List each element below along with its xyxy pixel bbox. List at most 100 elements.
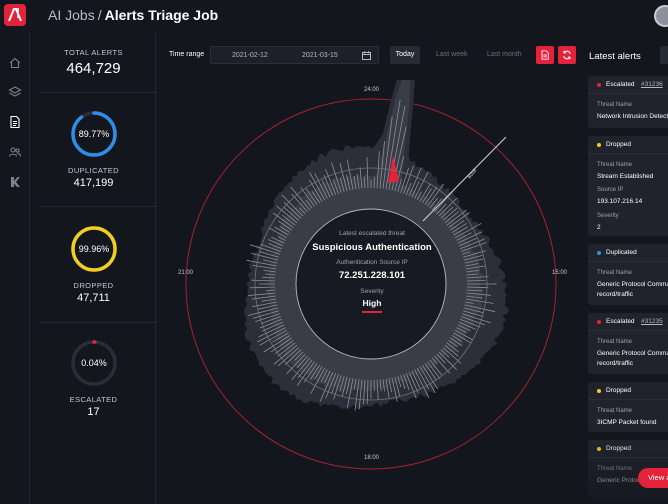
alert-id-link[interactable]: #31235 — [641, 318, 663, 325]
density-tick — [422, 188, 432, 204]
density-tick — [347, 378, 354, 408]
alert-field-value-continued: record/traffic — [597, 291, 634, 298]
alert-field-value: Network Intrusion Detected — [597, 113, 668, 120]
density-tick — [466, 276, 489, 279]
density-tick — [427, 361, 441, 379]
density-tick — [466, 273, 479, 276]
density-tick — [464, 258, 484, 264]
density-tick — [366, 156, 369, 189]
app-logo[interactable] — [4, 4, 26, 26]
user-avatar[interactable] — [654, 5, 668, 27]
latest-threat-label: Latest escalated threat — [339, 230, 405, 237]
density-tick — [332, 179, 339, 194]
breadcrumb-separator: / — [97, 7, 102, 23]
alert-id-link[interactable]: #31236 — [641, 81, 663, 88]
alert-status-row: Dropped — [588, 136, 668, 154]
today-button[interactable]: Today — [390, 46, 420, 64]
density-tick — [466, 289, 483, 292]
home-icon[interactable] — [8, 56, 22, 70]
date-to-field[interactable]: 2021-03-15 — [302, 52, 338, 59]
density-tick — [276, 205, 298, 224]
density-tick — [394, 376, 401, 397]
density-tick — [454, 329, 474, 341]
outer-ring — [185, 98, 557, 470]
density-tick — [268, 243, 282, 250]
density-tick — [251, 279, 276, 282]
alert-status: Escalated — [606, 81, 635, 88]
density-tick — [419, 366, 436, 394]
alert-card[interactable]: Escalated #31235 Threat Name Generic Protoc… — [588, 313, 668, 374]
duplicated-percent: 89.77% — [78, 129, 110, 139]
density-tick — [314, 173, 328, 199]
users-icon[interactable] — [8, 145, 22, 159]
density-tick — [331, 162, 342, 193]
density-tick — [461, 242, 487, 252]
density-tick — [462, 313, 491, 324]
stats-panel: TOTAL ALERTS 464,729 89.77% DUPLICATED 4… — [31, 33, 157, 504]
alerts-options-button[interactable] — [660, 46, 668, 64]
date-range-picker[interactable]: 2021-02-12 2021-03-15 — [210, 46, 379, 64]
view-all-button[interactable]: View all — [638, 468, 668, 488]
document-icon[interactable] — [8, 115, 22, 129]
density-tick — [359, 167, 363, 189]
breadcrumb-current: Alerts Triage Job — [104, 7, 219, 23]
density-tick — [434, 355, 451, 374]
density-tick — [311, 191, 320, 204]
density-tick — [442, 207, 458, 221]
time-range-label: Time range — [169, 51, 205, 58]
last-month-button[interactable]: Last month — [487, 51, 522, 58]
mid-ring — [254, 167, 488, 401]
density-tick — [403, 165, 414, 194]
alert-card[interactable]: Dropped Threat Name 3ICMP Packet found — [588, 382, 668, 432]
density-tick — [416, 191, 423, 201]
status-dot-icon — [597, 83, 601, 87]
density-tick — [277, 347, 300, 367]
density-tick — [463, 250, 486, 258]
density-tick — [277, 236, 286, 241]
density-tick — [323, 174, 334, 197]
alert-card[interactable]: Dropped Threat Name Stream Established Sour… — [588, 136, 668, 236]
density-tick — [408, 167, 422, 197]
density-tick — [419, 183, 431, 202]
density-tick — [463, 255, 483, 261]
escalated-spike — [388, 156, 399, 183]
density-tick — [429, 197, 439, 209]
source-ip-label: Authentication Source IP — [336, 259, 408, 266]
density-tick — [268, 239, 284, 247]
density-tick — [281, 214, 296, 226]
date-from-field[interactable]: 2021-02-12 — [232, 52, 268, 59]
last-week-button[interactable]: Last week — [436, 51, 468, 58]
alert-field-value: Generic Protocol Command — [597, 350, 668, 357]
alert-card[interactable]: Duplicated Threat Name Generic Protocol Co… — [588, 244, 668, 305]
density-tick — [397, 178, 402, 192]
density-tick — [424, 186, 438, 205]
duplicated-label: DUPLICATED — [68, 166, 119, 175]
density-tick — [465, 263, 479, 267]
density-tick — [283, 206, 300, 221]
breadcrumb-ai-jobs[interactable]: AI Jobs — [48, 7, 95, 23]
density-tick — [466, 280, 486, 282]
density-tick — [414, 172, 429, 199]
refresh-button[interactable] — [558, 46, 576, 64]
density-tick — [263, 335, 291, 353]
calendar-icon[interactable] — [362, 51, 371, 60]
hour-label-right: 15:00 — [552, 270, 568, 276]
density-tick — [258, 304, 278, 310]
export-pdf-button[interactable] — [536, 46, 554, 64]
density-tick — [283, 202, 302, 219]
density-tick — [405, 373, 417, 399]
density-tick — [363, 379, 366, 405]
alert-card[interactable]: Escalated #31236 Threat Name Network Intrus… — [588, 76, 668, 128]
dropped-percent: 99.96% — [78, 244, 110, 254]
density-tick — [436, 203, 447, 215]
alert-field-value: Stream Established — [597, 173, 654, 180]
density-tick — [465, 265, 486, 270]
layers-icon[interactable] — [8, 85, 22, 99]
density-tick — [270, 337, 292, 353]
duplicated-ring-arc — [71, 111, 117, 157]
density-tick — [248, 292, 276, 296]
density-tick — [286, 353, 306, 374]
density-tick — [252, 310, 279, 319]
density-tick — [446, 342, 460, 353]
k-logo-icon[interactable] — [8, 175, 22, 189]
